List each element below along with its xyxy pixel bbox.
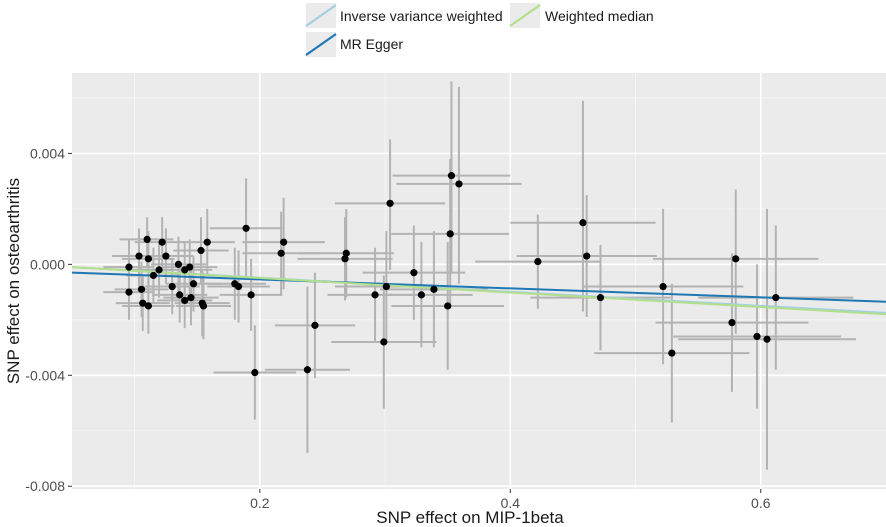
data-point — [242, 224, 250, 232]
x-tick-label: 0.6 — [751, 495, 771, 511]
legend: Inverse variance weighted MR Egger Weigh… — [305, 3, 654, 57]
y-axis-title: SNP effect on osteoarthritis — [4, 178, 23, 384]
data-point — [382, 282, 390, 291]
data-point — [197, 246, 205, 255]
data-point — [583, 252, 591, 260]
legend-key-wmed — [509, 4, 541, 27]
data-point — [446, 230, 454, 238]
data-point — [189, 280, 198, 288]
data-point — [137, 285, 146, 293]
data-point — [144, 302, 152, 310]
data-point — [386, 199, 394, 207]
data-point — [417, 291, 425, 299]
data-point — [659, 282, 667, 291]
x-tick-label: 0.4 — [501, 495, 521, 511]
data-point — [143, 235, 151, 243]
y-axis-ticks: 0.004 0.000 -0.004 -0.008 — [25, 145, 72, 494]
data-point — [277, 249, 285, 257]
data-point — [168, 282, 176, 291]
data-point — [135, 252, 143, 260]
y-tick-label: 0.000 — [30, 256, 65, 272]
data-point — [772, 294, 780, 302]
x-tick-label: 0.2 — [250, 495, 270, 511]
data-point — [203, 238, 211, 246]
data-point — [668, 349, 676, 357]
plot-panel — [72, 73, 886, 489]
data-point — [455, 180, 463, 188]
data-point — [186, 263, 194, 271]
data-point — [444, 302, 452, 310]
data-point — [155, 266, 163, 274]
data-point — [198, 299, 206, 307]
legend-label-ivw: Inverse variance weighted — [340, 8, 503, 24]
data-point — [251, 368, 259, 377]
fit-lines — [71, 266, 886, 316]
data-point — [596, 294, 605, 302]
data-point — [176, 291, 184, 299]
data-point — [341, 255, 349, 263]
egger-line — [71, 271, 886, 303]
data-point — [187, 294, 195, 302]
weighted-median-line — [71, 266, 886, 316]
y-tick-label: -0.004 — [25, 367, 65, 383]
data-point — [753, 332, 761, 341]
data-point — [763, 335, 771, 343]
data-point — [125, 263, 133, 271]
y-tick-label: 0.004 — [30, 145, 65, 161]
data-point — [728, 319, 736, 327]
data-point — [280, 238, 288, 246]
data-point — [139, 299, 147, 307]
x-axis-title: SNP effect on MIP-1beta — [376, 508, 564, 527]
legend-key-egger — [305, 33, 337, 56]
data-point — [181, 296, 189, 305]
legend-label-wmed: Weighted median — [545, 8, 654, 24]
data-point — [125, 288, 133, 296]
grid-minor — [72, 73, 886, 489]
data-point — [311, 321, 319, 329]
legend-key-ivw — [305, 4, 337, 27]
data-point — [162, 252, 170, 260]
data-point — [430, 285, 438, 293]
data-point — [579, 219, 587, 227]
data-point — [732, 255, 740, 263]
data-points — [125, 172, 780, 377]
data-point — [144, 255, 152, 263]
data-point — [158, 238, 166, 246]
legend-label-egger: MR Egger — [340, 36, 403, 52]
data-point — [410, 269, 418, 277]
data-point — [380, 338, 388, 346]
data-point — [342, 249, 350, 257]
data-point — [447, 172, 456, 180]
data-point — [303, 366, 312, 374]
y-tick-label: -0.008 — [25, 478, 65, 494]
data-point — [174, 260, 183, 268]
data-point — [371, 291, 379, 299]
data-point — [149, 271, 157, 280]
x-axis-ticks: 0.2 0.4 0.6 — [250, 489, 771, 511]
data-point — [247, 291, 255, 299]
data-point — [234, 282, 243, 291]
data-point — [534, 257, 542, 266]
